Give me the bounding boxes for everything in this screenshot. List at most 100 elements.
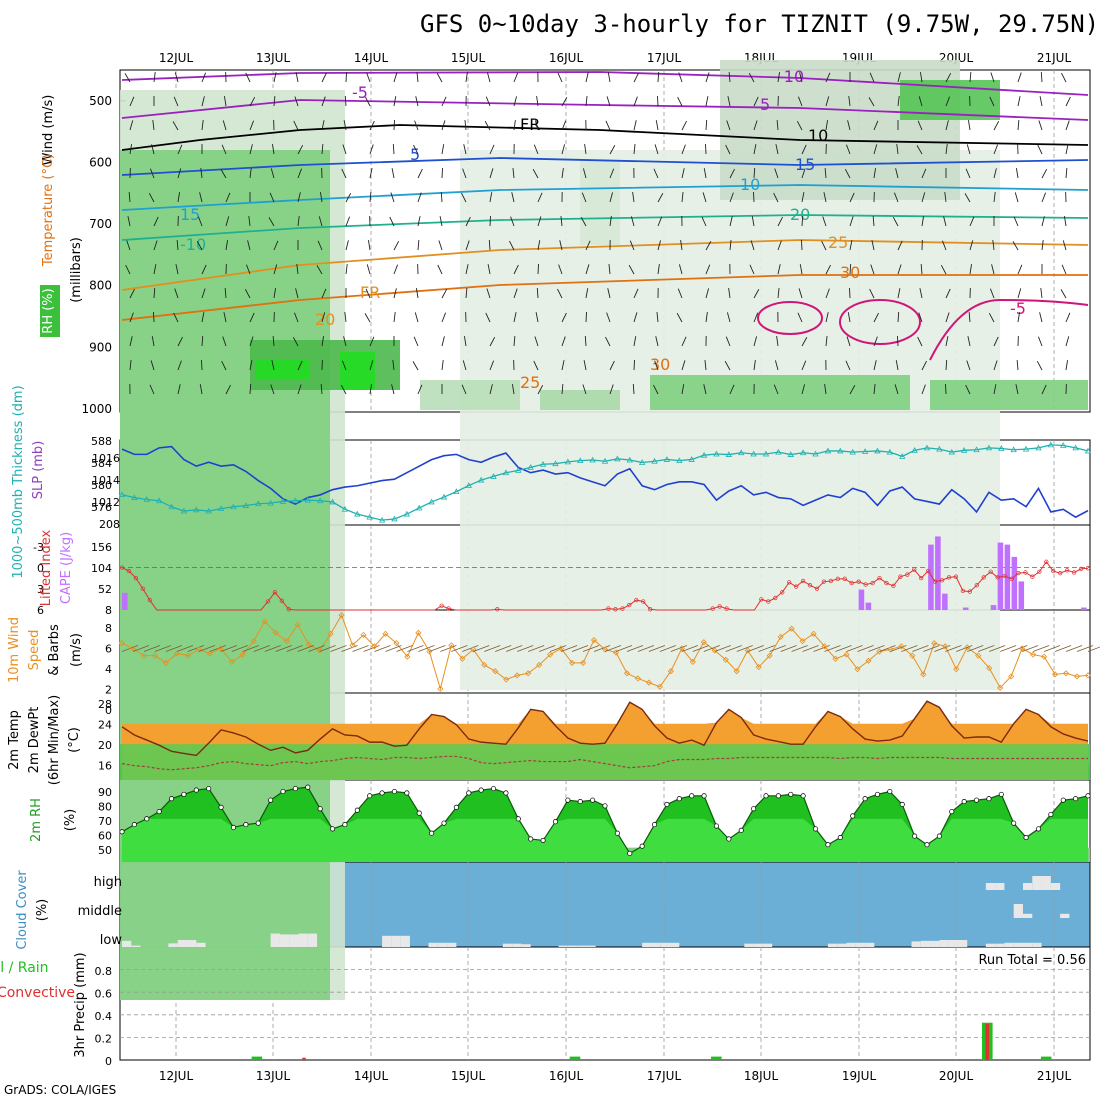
cloud-low-bar (948, 940, 958, 947)
rh-point (131, 822, 137, 828)
wind-barb (485, 96, 491, 107)
wind-barb (273, 288, 277, 299)
cape-bar (935, 536, 941, 610)
wind-barb (129, 288, 135, 299)
lifted-index-point (932, 579, 938, 584)
wind-barb (535, 312, 539, 323)
wind-barb (607, 288, 611, 299)
wind-barb (657, 240, 662, 251)
wind-barb (174, 72, 179, 83)
contour-label: 30 (650, 355, 670, 374)
wind-barb (585, 311, 587, 323)
precip-conv-bar (302, 1057, 306, 1060)
cloud-low-bar (447, 942, 457, 947)
wind-speed-point (722, 656, 729, 663)
wind-barb (221, 360, 227, 371)
wind-barb (317, 240, 323, 251)
thickness-point (577, 457, 584, 464)
date-label-bottom: 18JUL (744, 1069, 779, 1083)
panel-precip (119, 946, 1091, 1061)
wind-barb-10m (297, 645, 314, 652)
wind-barb (993, 360, 998, 371)
wind-barb (729, 384, 735, 395)
lifted-index-point (627, 602, 632, 608)
wind-barb (441, 167, 443, 179)
wind-speed-point (382, 630, 389, 637)
wind-barb (869, 72, 875, 83)
temp-axis-label-1: 2m Temp (7, 710, 22, 770)
rh-point (503, 790, 509, 796)
wind-barb (825, 96, 830, 107)
thickness-point (725, 451, 733, 457)
thickness-point (787, 451, 794, 457)
rh-point (676, 796, 682, 802)
wind-barb (245, 72, 251, 83)
wind-barb-10m (440, 645, 457, 652)
thickness-point (638, 459, 646, 465)
wind-barb (537, 216, 542, 227)
cloud-high-bar (995, 883, 1005, 890)
thickness-point (812, 450, 819, 457)
precip-total-bar (569, 1056, 581, 1060)
wind-barb-10m (495, 645, 512, 652)
wind-barb (148, 192, 155, 203)
wind-barb (944, 192, 947, 203)
wind-barb-10m (714, 645, 731, 652)
lifted-index-point (1030, 574, 1035, 579)
thickness-point (960, 446, 968, 453)
rh-point (874, 791, 881, 797)
lifted-index-point (272, 590, 278, 595)
lifted-index-point (974, 583, 979, 588)
rh-shading (460, 150, 1000, 690)
wind-speed-point (942, 643, 949, 650)
thickness-point (416, 504, 423, 511)
wind-barb (153, 287, 156, 299)
wind-barb (439, 216, 443, 227)
wind-barb (608, 264, 611, 275)
wind-barb (873, 360, 877, 371)
wind-barb (392, 360, 395, 371)
thickness-point (292, 497, 299, 504)
wind-speed-point (975, 652, 982, 659)
wind-barb (201, 120, 204, 131)
wind-barb (630, 216, 635, 227)
wind-barb-10m (473, 645, 490, 652)
wind-barb (393, 96, 397, 107)
rh-point (689, 793, 695, 799)
wind-barb (534, 336, 539, 347)
cloud-low-bar (985, 943, 996, 947)
contour-label: 25 (828, 233, 848, 252)
date-label-bottom: 21JUL (1037, 1069, 1072, 1083)
wind-barb (753, 96, 759, 107)
lifted-index-point (835, 576, 840, 581)
wind-barb (870, 264, 875, 275)
wind-barb (1065, 360, 1069, 371)
rh-axis-label: 2m RH (29, 798, 44, 842)
wind-barb (633, 72, 639, 83)
wind-barb (705, 312, 708, 323)
wind-barb (801, 360, 807, 371)
wind-barb (486, 288, 491, 299)
wind-barb (369, 168, 373, 179)
rh-point (713, 823, 720, 829)
wind-barb (1015, 384, 1019, 395)
wind-barb-10m (1043, 645, 1061, 652)
wind-barb (777, 216, 783, 227)
thickness-point (601, 457, 609, 464)
wind-barb (801, 384, 806, 395)
wind-speed-point (404, 653, 411, 660)
wind-barb-10m (143, 645, 161, 652)
wind-barb (869, 288, 875, 299)
wind-barb (249, 383, 252, 395)
thickness-point (936, 445, 943, 452)
wind-barb (340, 384, 347, 395)
wind-speed-point (371, 643, 378, 650)
wind-barb (297, 360, 303, 371)
lifted-index-point (126, 568, 132, 574)
wind-barb (1037, 336, 1043, 347)
wind-speed-point (239, 651, 246, 658)
wind-barb (489, 215, 491, 227)
wind-barb (366, 264, 371, 275)
rh-point (528, 836, 534, 842)
wind-barb-10m (538, 645, 556, 652)
